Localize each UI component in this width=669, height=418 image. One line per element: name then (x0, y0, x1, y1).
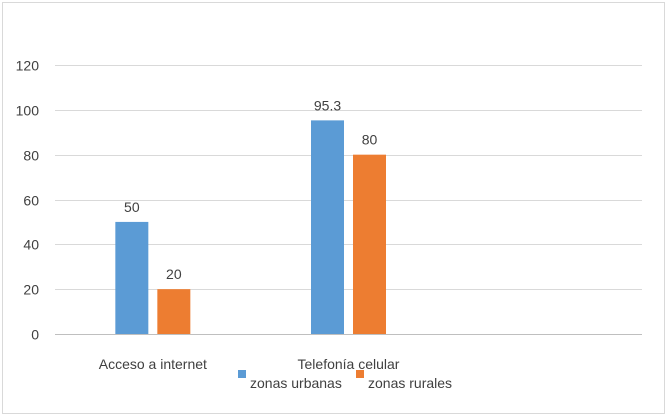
y-tick-label: 0 (31, 327, 39, 343)
y-tick-label: 60 (23, 193, 39, 209)
data-label: 20 (166, 266, 182, 282)
legend-swatch (356, 370, 364, 378)
legend: zonas urbanas zonas rurales (238, 370, 452, 391)
data-labels: 50 20 95.3 80 (124, 97, 377, 282)
y-tick-label: 40 (23, 237, 39, 253)
bar (353, 154, 386, 334)
category-label: Acceso a internet (99, 356, 207, 372)
bar (311, 120, 344, 334)
legend-label: zonas urbanas (250, 375, 342, 391)
bars (115, 120, 386, 334)
legend-swatch (238, 370, 246, 378)
data-label: 95.3 (314, 97, 341, 113)
legend-label: zonas rurales (368, 375, 452, 391)
y-tick-label: 100 (16, 103, 40, 119)
gridlines (55, 65, 642, 335)
bar (115, 221, 149, 334)
y-tick-label: 20 (23, 282, 39, 298)
category-labels: Acceso a internet Telefonía celular (99, 356, 400, 372)
data-label: 80 (362, 132, 378, 148)
y-axis-ticks: 0 20 40 60 80 100 120 (16, 58, 40, 343)
category-label: Telefonía celular (298, 356, 400, 372)
y-tick-label: 80 (23, 148, 39, 164)
data-label: 50 (124, 199, 140, 215)
bar (157, 289, 191, 334)
y-tick-label: 120 (16, 58, 40, 74)
